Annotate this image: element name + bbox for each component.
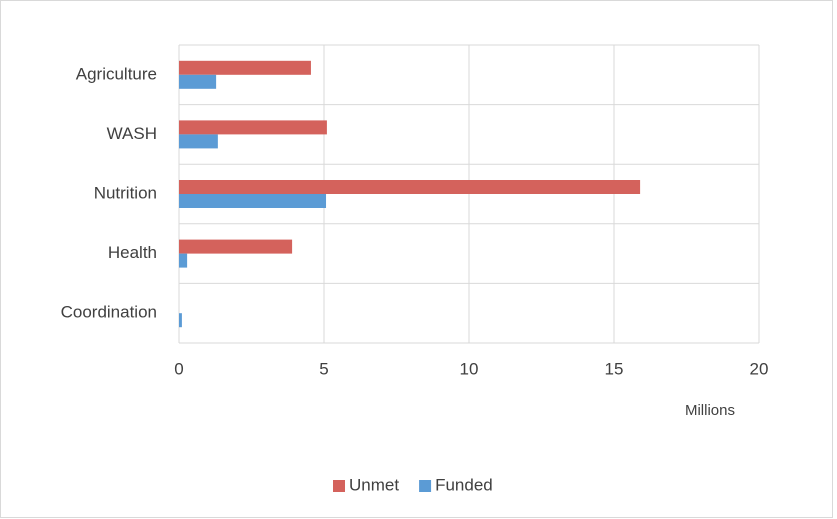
x-tick-label: 0 — [174, 359, 183, 378]
y-tick-label: Nutrition — [94, 183, 157, 202]
bar — [179, 120, 327, 135]
x-tick-label: 5 — [319, 359, 328, 378]
bar — [179, 180, 641, 194]
bar — [179, 313, 182, 328]
y-tick-label: WASH — [107, 124, 157, 143]
y-tick-label: Agriculture — [76, 64, 157, 83]
y-tick-label: Health — [108, 243, 157, 262]
bar — [179, 194, 327, 208]
bar — [179, 253, 188, 268]
bar — [179, 239, 293, 254]
legend-swatch — [419, 480, 432, 492]
x-tick-label: 10 — [460, 359, 479, 378]
bar — [179, 60, 311, 75]
x-tick-label: 15 — [605, 359, 624, 378]
bar — [179, 74, 217, 89]
x-tick-label: 20 — [750, 359, 769, 378]
y-tick-label: Coordination — [61, 303, 157, 322]
legend-label: Funded — [435, 475, 493, 494]
legend-label: Unmet — [349, 475, 399, 494]
bar — [179, 134, 218, 149]
legend-swatch — [333, 480, 345, 492]
x-axis-label: Millions — [685, 402, 735, 419]
